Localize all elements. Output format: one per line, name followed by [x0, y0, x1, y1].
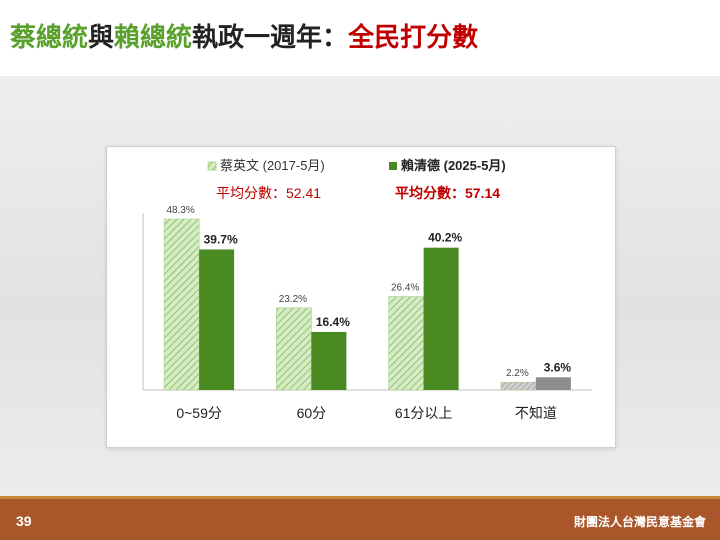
data-label-tsai: 23.2% — [279, 294, 307, 305]
x-tick-label: 0~59分 — [176, 405, 222, 421]
title-part: 與 — [88, 23, 115, 53]
data-label-tsai: 2.2% — [506, 368, 529, 379]
data-label-tsai: 48.3% — [166, 205, 194, 216]
data-label-lai: 16.4% — [316, 315, 350, 329]
legend-label-lai: 賴清德 (2025-5月) — [401, 158, 506, 173]
legend-label-tsai: 蔡英文 (2017-5月) — [220, 158, 325, 173]
x-tick-label: 61分以上 — [395, 405, 453, 421]
chart-panel: 蔡英文 (2017-5月) 賴清德 (2025-5月) 平均分數：52.41 平… — [106, 146, 616, 448]
average-score-tsai: 平均分數：52.41 — [216, 185, 321, 201]
data-label-lai: 3.6% — [544, 360, 572, 374]
slide-title: 蔡總統與賴總統執政一週年：全民打分數 — [10, 18, 478, 58]
bar-lai — [199, 249, 235, 390]
page-number: 39 — [16, 513, 32, 529]
bar-lai — [535, 377, 571, 390]
title-part: 賴總統 — [114, 23, 193, 53]
footer-bar: 39 財團法人台灣民意基金會 — [0, 496, 720, 540]
bar-lai — [311, 331, 347, 390]
x-tick-label: 不知道 — [515, 405, 557, 421]
title-part: 執政一週年： — [192, 23, 349, 53]
bar-tsai — [388, 296, 424, 391]
bar-tsai — [276, 307, 312, 391]
data-label-tsai: 26.4% — [391, 283, 419, 294]
bar-chart: 蔡英文 (2017-5月) 賴清德 (2025-5月) 平均分數：52.41 平… — [142, 158, 592, 421]
data-label-lai: 40.2% — [428, 231, 462, 245]
organization-name: 財團法人台灣民意基金會 — [573, 515, 706, 529]
title-part: 蔡總統 — [10, 23, 89, 53]
title-part: 全民打分數 — [348, 23, 479, 53]
bar-tsai — [163, 218, 200, 391]
legend-swatch-tsai — [207, 161, 217, 171]
data-label-lai: 39.7% — [204, 232, 238, 246]
bar-tsai — [500, 381, 537, 391]
x-tick-label: 60分 — [297, 405, 327, 421]
legend-swatch-lai — [389, 162, 397, 170]
bar-lai — [423, 247, 459, 390]
average-score-lai: 平均分數：57.14 — [395, 185, 500, 201]
